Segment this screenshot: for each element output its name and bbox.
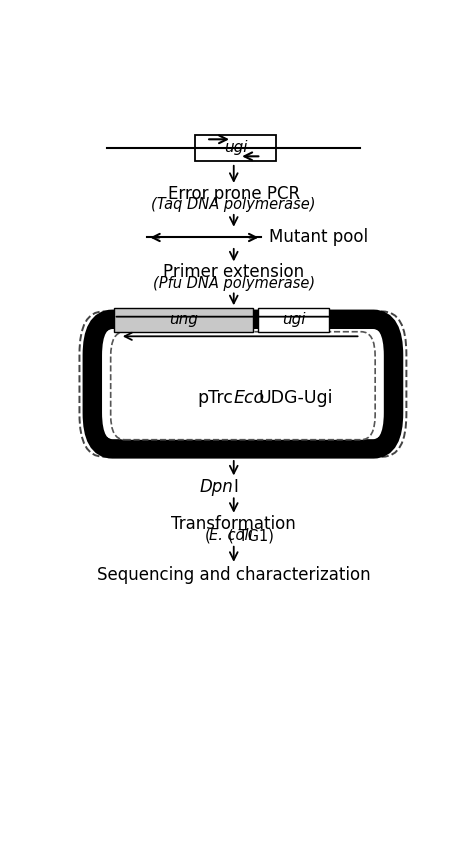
Text: (: ( (204, 529, 210, 543)
FancyBboxPatch shape (110, 332, 375, 439)
Text: (Taq DNA polymerase): (Taq DNA polymerase) (152, 197, 316, 212)
Text: I: I (234, 478, 238, 496)
Text: (Pfu DNA polymerase): (Pfu DNA polymerase) (153, 275, 315, 291)
Text: Sequencing and characterization: Sequencing and characterization (97, 565, 371, 584)
FancyBboxPatch shape (258, 308, 329, 332)
Text: pTrc: pTrc (198, 388, 234, 407)
FancyBboxPatch shape (195, 134, 276, 161)
Text: ugi: ugi (224, 140, 247, 156)
FancyBboxPatch shape (80, 311, 406, 456)
Text: ung: ung (169, 313, 198, 327)
Text: Dpn: Dpn (200, 478, 234, 496)
Text: TG1): TG1) (234, 529, 273, 543)
Text: Eco: Eco (234, 388, 265, 407)
Text: UDG-Ugi: UDG-Ugi (259, 388, 333, 407)
Text: E. coli: E. coli (209, 529, 253, 543)
Text: ugi: ugi (282, 313, 305, 327)
Text: Mutant pool: Mutant pool (269, 229, 368, 246)
FancyBboxPatch shape (114, 308, 253, 332)
FancyBboxPatch shape (92, 320, 393, 449)
Text: Transformation: Transformation (172, 515, 296, 533)
Text: Primer extension: Primer extension (163, 264, 304, 281)
Text: (: ( (228, 529, 234, 543)
Text: Error prone PCR: Error prone PCR (168, 184, 300, 202)
